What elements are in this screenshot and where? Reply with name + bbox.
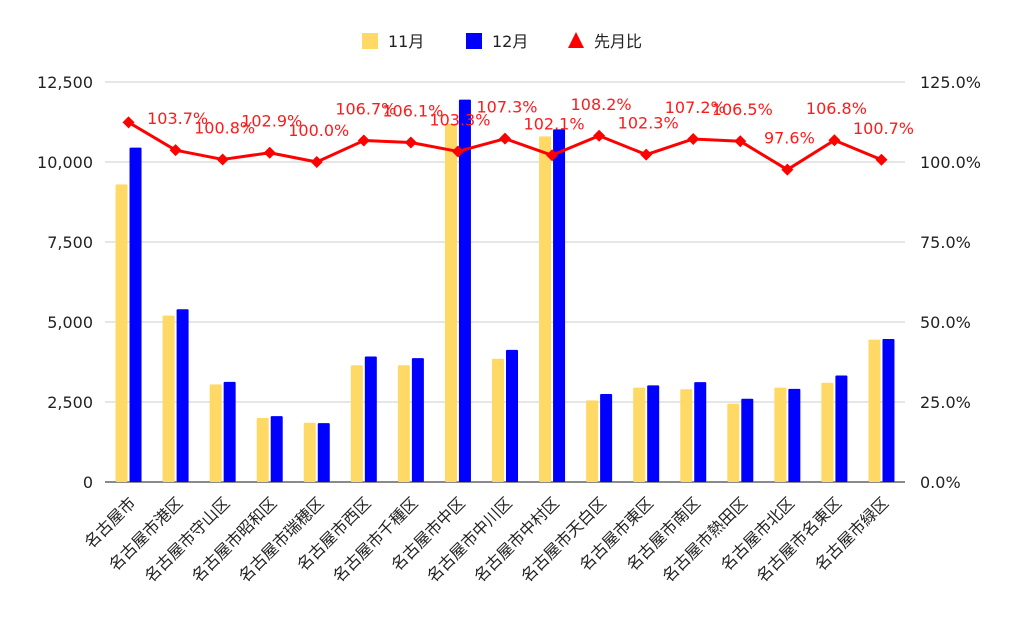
- ratio-data-label: 100.0%: [288, 121, 349, 140]
- bar-dec: [694, 382, 707, 482]
- bar-nov: [444, 123, 457, 482]
- bar-nov: [115, 184, 128, 482]
- y-tick-label-right: 75.0%: [920, 233, 971, 252]
- bar-nov: [397, 365, 410, 482]
- y-tick-label-right: 100.0%: [920, 153, 981, 172]
- bar-dec: [129, 147, 142, 482]
- ratio-point: [781, 163, 794, 176]
- legend-nov-swatch: [362, 33, 378, 49]
- bar-dec: [553, 129, 566, 483]
- bar-dec: [458, 99, 471, 482]
- legend-dec-swatch: [466, 33, 482, 49]
- legend-ratio-label: 先月比: [594, 32, 642, 51]
- bar-dec: [788, 388, 801, 482]
- bar-dec: [882, 338, 895, 482]
- ratio-point: [122, 116, 135, 129]
- ratio-point: [499, 132, 511, 145]
- bar-nov: [162, 315, 175, 482]
- ratio-point: [640, 148, 653, 161]
- bar-dec: [411, 358, 424, 482]
- ratio-data-label: 106.7%: [335, 100, 396, 119]
- ratio-data-label: 106.8%: [806, 99, 867, 118]
- ratio-data-label: 106.1%: [382, 101, 443, 120]
- y-tick-label-left: 12,500: [37, 73, 93, 92]
- bar-dec: [741, 398, 754, 482]
- ratio-point: [875, 153, 888, 166]
- ratio-point: [169, 144, 182, 157]
- bar-nov: [633, 387, 646, 482]
- ratio-point: [404, 136, 417, 149]
- bar-dec: [176, 309, 189, 482]
- bar-dec: [600, 394, 613, 482]
- ratio-point: [828, 134, 841, 147]
- ratio-data-label: 97.6%: [764, 129, 815, 148]
- bar-nov: [492, 358, 504, 482]
- bar-nov: [350, 365, 363, 482]
- legend-nov-label: 11月: [388, 32, 424, 51]
- bar-nov: [539, 136, 552, 482]
- bar-nov: [680, 389, 693, 482]
- y-tick-label-left: 0: [83, 473, 93, 492]
- ratio-data-label: 103.7%: [147, 109, 208, 128]
- y-tick-label-left: 2,500: [47, 393, 93, 412]
- bar-nov: [774, 387, 787, 482]
- bar-nov: [727, 403, 740, 482]
- ratio-data-label: 103.3%: [429, 110, 490, 129]
- legend-ratio-marker: [568, 32, 584, 48]
- ratio-data-label: 108.2%: [571, 95, 632, 114]
- ratio-data-label: 102.3%: [618, 114, 679, 133]
- ratio-point: [687, 132, 700, 145]
- y-tick-label-right: 0.0%: [920, 473, 961, 492]
- y-tick-label-left: 10,000: [37, 153, 93, 172]
- ratio-point: [263, 146, 276, 159]
- ratio-point: [546, 149, 559, 162]
- ratio-data-label: 102.9%: [241, 112, 302, 131]
- ratio-point: [593, 129, 606, 142]
- ratio-point: [357, 134, 370, 147]
- bar-nov: [821, 382, 834, 482]
- bar-nov: [303, 422, 316, 482]
- ratio-data-label: 107.3%: [476, 98, 537, 117]
- y-tick-label-left: 5,000: [47, 313, 93, 332]
- bar-nov: [586, 400, 599, 482]
- y-tick-label-right: 25.0%: [920, 393, 971, 412]
- y-tick-label-left: 7,500: [47, 233, 93, 252]
- ratio-point: [216, 153, 229, 166]
- ratio-data-label: 100.8%: [194, 118, 255, 137]
- bar-dec: [270, 416, 283, 482]
- ratio-data-label: 106.5%: [712, 100, 773, 119]
- y-tick-label-right: 50.0%: [920, 313, 971, 332]
- ratio-data-label: 102.1%: [524, 114, 585, 133]
- bar-dec: [223, 381, 236, 482]
- ratio-point: [310, 156, 323, 168]
- bar-dec: [317, 423, 330, 482]
- ratio-point: [451, 145, 464, 158]
- bar-dec: [647, 385, 660, 482]
- ratio-data-label: 100.7%: [853, 119, 914, 138]
- ratio-data-label: 107.2%: [665, 98, 726, 117]
- legend-dec-label: 12月: [492, 32, 528, 51]
- bar-dec: [835, 375, 848, 482]
- bar-dec: [506, 349, 518, 482]
- y-tick-label-right: 125.0%: [920, 73, 981, 92]
- ratio-point: [734, 135, 747, 148]
- bar-dec: [364, 356, 377, 482]
- bar-nov: [868, 339, 881, 482]
- bar-nov: [256, 418, 269, 482]
- bar-nov: [209, 384, 222, 482]
